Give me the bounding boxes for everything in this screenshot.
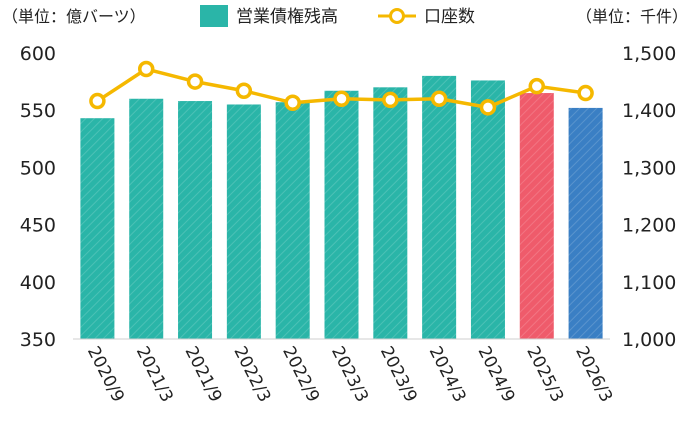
y-left-tick-label: 450 <box>20 215 56 237</box>
bar-hatch <box>178 101 213 339</box>
bar-hatch <box>129 98 164 339</box>
x-tick-label: 2024/9 <box>473 343 518 405</box>
y-left-tick-label: 600 <box>20 43 56 65</box>
line-point <box>479 99 497 116</box>
bar-hatch <box>275 102 310 339</box>
right-unit-label: （単位：千件） <box>576 7 688 26</box>
y-right-tick-label: 1,100 <box>622 272 676 294</box>
x-tick-label: 2020/9 <box>83 343 128 405</box>
y-left-axis: 350 400 450 500 550 600 <box>20 43 56 351</box>
bar-hatch <box>519 93 554 339</box>
y-right-tick-label: 1,500 <box>622 43 676 65</box>
bar-hatch <box>422 75 457 339</box>
x-tick-label: 2022/3 <box>229 343 274 405</box>
line-point <box>528 77 546 95</box>
bar-hatch <box>80 118 115 339</box>
y-right-tick-label: 1,300 <box>622 157 676 179</box>
y-right-tick-label: 1,000 <box>622 329 676 351</box>
line-point <box>430 90 448 108</box>
legend-bar-label: 営業債権残高 <box>236 7 338 27</box>
x-tick-label: 2023/9 <box>376 343 421 405</box>
legend-line-marker <box>389 8 405 24</box>
line-point <box>137 60 155 78</box>
line-series <box>89 60 594 116</box>
line-point <box>235 82 253 100</box>
x-tick-label: 2023/3 <box>327 343 372 405</box>
x-tick-label: 2026/3 <box>571 343 616 405</box>
y-left-tick-label: 400 <box>20 272 56 294</box>
line-point <box>577 84 594 102</box>
y-right-tick-label: 1,400 <box>622 100 676 122</box>
left-unit-label: （単位：億バーツ） <box>2 7 146 26</box>
y-right-axis: 1,000 1,100 1,200 1,300 1,400 1,500 <box>622 43 676 351</box>
line-point <box>333 90 350 108</box>
y-left-tick-label: 350 <box>20 329 56 351</box>
x-axis: 2020/9 2021/3 2021/9 2022/3 2022/9 2023/3 2023… <box>83 343 616 405</box>
line-point <box>382 91 399 109</box>
bar-hatch <box>226 104 261 339</box>
y-left-tick-label: 500 <box>20 157 56 179</box>
y-left-tick-label: 550 <box>20 100 56 122</box>
x-tick-label: 2022/9 <box>278 343 323 405</box>
legend-bar-swatch <box>200 5 228 27</box>
x-tick-label: 2021/3 <box>132 343 177 405</box>
legend-line-label: 口座数 <box>424 7 475 27</box>
bar-hatch <box>324 90 359 339</box>
bar-hatch <box>373 87 408 339</box>
x-tick-label: 2024/3 <box>425 343 470 405</box>
line-point <box>89 92 106 110</box>
line-point <box>284 94 301 112</box>
bar-hatch <box>470 80 505 340</box>
y-right-tick-label: 1,200 <box>622 215 676 237</box>
x-tick-label: 2025/3 <box>522 343 567 405</box>
line-point <box>186 73 204 90</box>
bar-hatch <box>568 107 603 339</box>
bar-series <box>80 75 603 340</box>
x-tick-label: 2021/9 <box>181 343 226 405</box>
